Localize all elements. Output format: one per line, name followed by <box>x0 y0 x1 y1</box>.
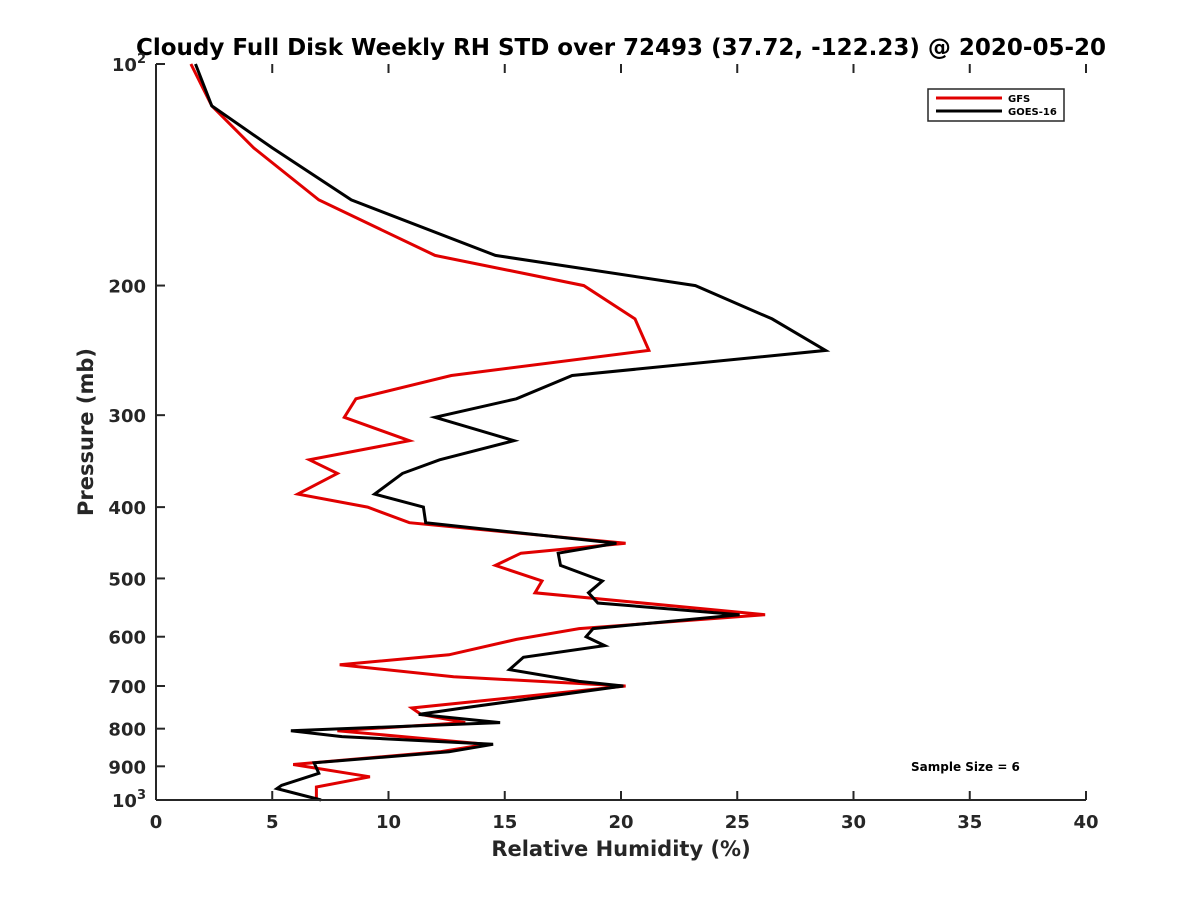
y-tick-label: 103 <box>112 788 146 812</box>
y-tick-label: 400 <box>108 498 146 519</box>
x-tick-label: 10 <box>376 812 401 833</box>
legend-box <box>927 88 1065 122</box>
y-tick-label: 102 <box>112 52 146 76</box>
legend: GFS GOES-16 <box>927 88 1065 122</box>
y-tick-label: 700 <box>108 677 146 698</box>
x-axis-label: Relative Humidity (%) <box>491 837 750 861</box>
y-axis-label: Pressure (mb) <box>74 348 98 516</box>
plot-area <box>189 63 831 802</box>
chart-title: Cloudy Full Disk Weekly RH STD over 7249… <box>136 35 1106 61</box>
legend-label-goes16: GOES-16 <box>1008 107 1057 118</box>
x-tick-label: 40 <box>1073 812 1098 833</box>
x-tick-label: 30 <box>841 812 866 833</box>
y-tick-label: 600 <box>108 628 146 649</box>
x-tick-label: 0 <box>150 812 163 833</box>
sample-size-annotation: Sample Size = 6 <box>911 760 1020 774</box>
x-tick-label: 15 <box>492 812 517 833</box>
x-axis-ticks: 0 5 10 15 20 25 30 35 40 <box>150 64 1099 833</box>
y-tick-label: 800 <box>108 720 146 741</box>
y-tick-label: 300 <box>108 406 146 427</box>
x-tick-label: 5 <box>266 812 279 833</box>
x-tick-label: 25 <box>725 812 750 833</box>
x-tick-label: 35 <box>957 812 982 833</box>
y-tick-label: 500 <box>108 569 146 590</box>
series-line-gfs <box>189 63 766 800</box>
x-tick-label: 20 <box>608 812 633 833</box>
y-tick-label: 900 <box>108 757 146 778</box>
legend-label-gfs: GFS <box>1008 94 1030 105</box>
y-axis-ticks: 102 200 300 400 500 600 700 800 900 103 <box>108 52 165 812</box>
y-tick-label: 200 <box>108 277 146 298</box>
series-line-goes16 <box>194 63 831 802</box>
plot-frame-background <box>156 64 1086 800</box>
